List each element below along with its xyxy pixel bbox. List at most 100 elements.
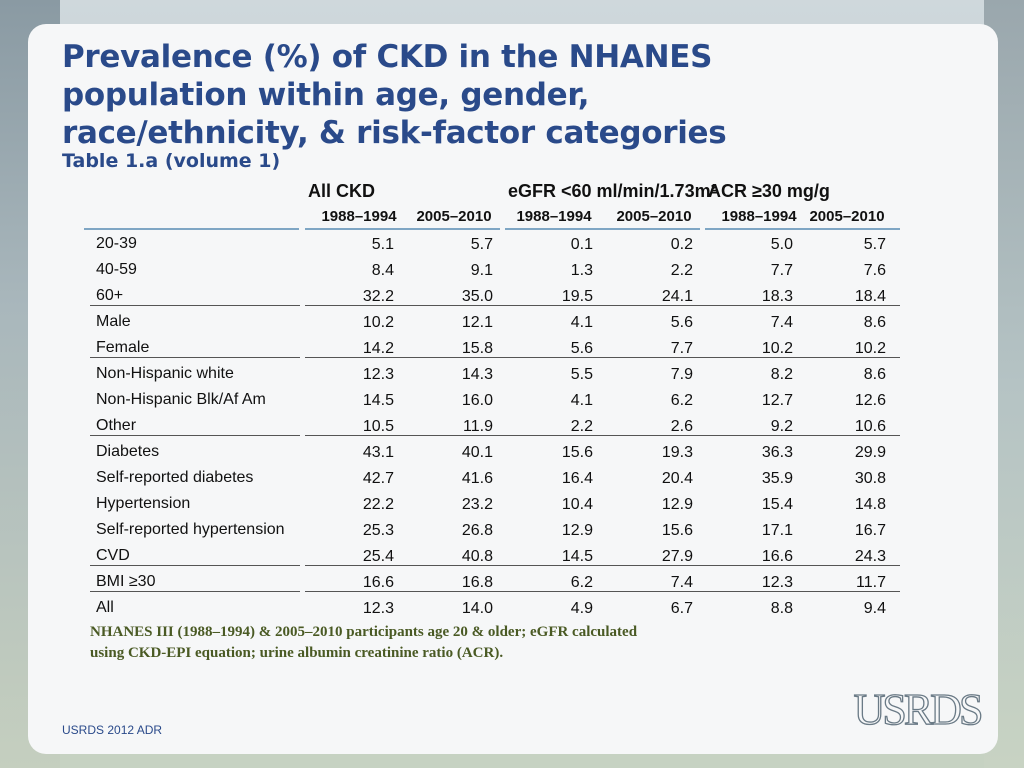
cell-value: 26.8 <box>461 522 493 539</box>
cell-value: 14.5 <box>561 548 593 565</box>
row-label: Diabetes <box>96 443 160 460</box>
cell-value: 10.2 <box>854 340 886 357</box>
cell-value: 16.6 <box>761 548 793 565</box>
table-row: BMI ≥30 16.6 16.8 6.2 7.4 12.3 11.7 <box>96 570 896 596</box>
separator-rule <box>305 565 900 566</box>
row-label: CVD <box>96 547 130 564</box>
cell-value: 12.3 <box>362 366 394 383</box>
cell-value: 7.6 <box>863 262 886 279</box>
cell-value: 12.6 <box>854 392 886 409</box>
cell-value: 15.6 <box>661 522 693 539</box>
cell-value: 29.9 <box>854 444 886 461</box>
cell-value: 12.3 <box>362 600 394 617</box>
cell-value: 14.5 <box>362 392 394 409</box>
cell-value: 8.8 <box>770 600 793 617</box>
cell-value: 20.4 <box>661 470 693 487</box>
year-header-6: 2005–2010 <box>809 208 885 225</box>
separator-rule <box>90 435 300 436</box>
separator-rule <box>305 357 900 358</box>
cell-value: 7.9 <box>670 366 693 383</box>
cell-value: 35.9 <box>761 470 793 487</box>
cell-value: 0.1 <box>570 236 593 253</box>
row-label: Non-Hispanic Blk/Af Am <box>96 391 266 408</box>
cell-value: 11.7 <box>856 574 886 591</box>
row-label: Other <box>96 417 137 434</box>
row-label: Self-reported diabetes <box>96 469 254 486</box>
cell-value: 9.4 <box>863 600 886 617</box>
row-label: Hypertension <box>96 495 191 512</box>
cell-value: 14.8 <box>854 496 886 513</box>
table-row: Hypertension 22.2 23.2 10.4 12.9 15.4 14… <box>96 492 896 518</box>
cell-value: 12.9 <box>561 522 593 539</box>
table-row: Self-reported diabetes 42.7 41.6 16.4 20… <box>96 466 896 492</box>
year-header-5: 1988–1994 <box>721 208 797 225</box>
cell-value: 9.1 <box>470 262 493 279</box>
table-row: 40-59 8.4 9.1 1.3 2.2 7.7 7.6 <box>96 258 896 284</box>
cell-value: 43.1 <box>362 444 394 461</box>
header-rule-all-ckd <box>305 228 500 230</box>
table-row: Male 10.2 12.1 4.1 5.6 7.4 8.6 <box>96 310 896 336</box>
group-header-egfr: eGFR <60 ml/min/1.73m² <box>508 181 717 201</box>
cell-value: 7.7 <box>670 340 693 357</box>
cell-value: 12.9 <box>661 496 693 513</box>
cell-value: 18.3 <box>761 288 793 305</box>
cell-value: 16.8 <box>461 574 493 591</box>
cell-value: 18.4 <box>854 288 886 305</box>
cell-value: 40.1 <box>461 444 493 461</box>
table-row: Self-reported hypertension 25.3 26.8 12.… <box>96 518 896 544</box>
cell-value: 5.6 <box>670 314 693 331</box>
cell-value: 7.4 <box>770 314 793 331</box>
cell-value: 0.2 <box>670 236 693 253</box>
cell-value: 16.0 <box>461 392 493 409</box>
cell-value: 27.9 <box>661 548 693 565</box>
cell-value: 7.7 <box>770 262 793 279</box>
cell-value: 36.3 <box>761 444 793 461</box>
cell-value: 30.8 <box>854 470 886 487</box>
table-footnote: NHANES III (1988–1994) & 2005–2010 parti… <box>90 624 638 661</box>
cell-value: 15.6 <box>561 444 593 461</box>
cell-value: 15.4 <box>761 496 793 513</box>
cell-value: 10.2 <box>761 340 793 357</box>
cell-value: 25.3 <box>362 522 394 539</box>
cell-value: 24.1 <box>661 288 693 305</box>
cell-value: 14.2 <box>362 340 394 357</box>
cell-value: 4.1 <box>570 314 593 331</box>
cell-value: 15.8 <box>461 340 493 357</box>
separator-rule <box>305 591 900 592</box>
table-row: All 12.3 14.0 4.9 6.7 8.8 9.4 <box>96 596 896 622</box>
cell-value: 19.5 <box>561 288 593 305</box>
cell-value: 6.2 <box>570 574 593 591</box>
separator-rule <box>90 565 300 566</box>
cell-value: 7.4 <box>670 574 693 591</box>
row-label: 40-59 <box>96 261 137 278</box>
page-title: Prevalence (%) of CKD in the NHANES popu… <box>62 39 727 151</box>
cell-value: 17.1 <box>761 522 793 539</box>
cell-value: 10.6 <box>854 418 886 435</box>
row-label: BMI ≥30 <box>96 573 156 590</box>
separator-rule <box>90 305 300 306</box>
page-subtitle: Table 1.a (volume 1) <box>62 150 281 172</box>
group-header-all-ckd: All CKD <box>308 181 375 201</box>
cell-value: 42.7 <box>362 470 394 487</box>
logo-text: USRDS <box>854 685 981 734</box>
cell-value: 6.7 <box>670 600 693 617</box>
cell-value: 5.7 <box>470 236 493 253</box>
cell-value: 14.0 <box>461 600 493 617</box>
year-header-3: 1988–1994 <box>516 208 592 225</box>
cell-value: 12.3 <box>761 574 793 591</box>
table-row: 60+ 32.2 35.0 19.5 24.1 18.3 18.4 <box>96 284 896 310</box>
cell-value: 8.4 <box>371 262 394 279</box>
row-label: Non-Hispanic white <box>96 365 234 382</box>
row-label: Female <box>96 339 150 356</box>
footer-source: USRDS 2012 ADR <box>62 723 163 737</box>
cell-value: 25.4 <box>362 548 394 565</box>
row-label: 60+ <box>96 287 124 304</box>
cell-value: 35.0 <box>461 288 493 305</box>
cell-value: 6.2 <box>670 392 693 409</box>
separator-rule <box>90 591 300 592</box>
cell-value: 12.1 <box>461 314 493 331</box>
cell-value: 2.2 <box>670 262 693 279</box>
usrds-logo: USRDS <box>853 684 985 734</box>
cell-value: 40.8 <box>461 548 493 565</box>
cell-value: 12.7 <box>761 392 793 409</box>
